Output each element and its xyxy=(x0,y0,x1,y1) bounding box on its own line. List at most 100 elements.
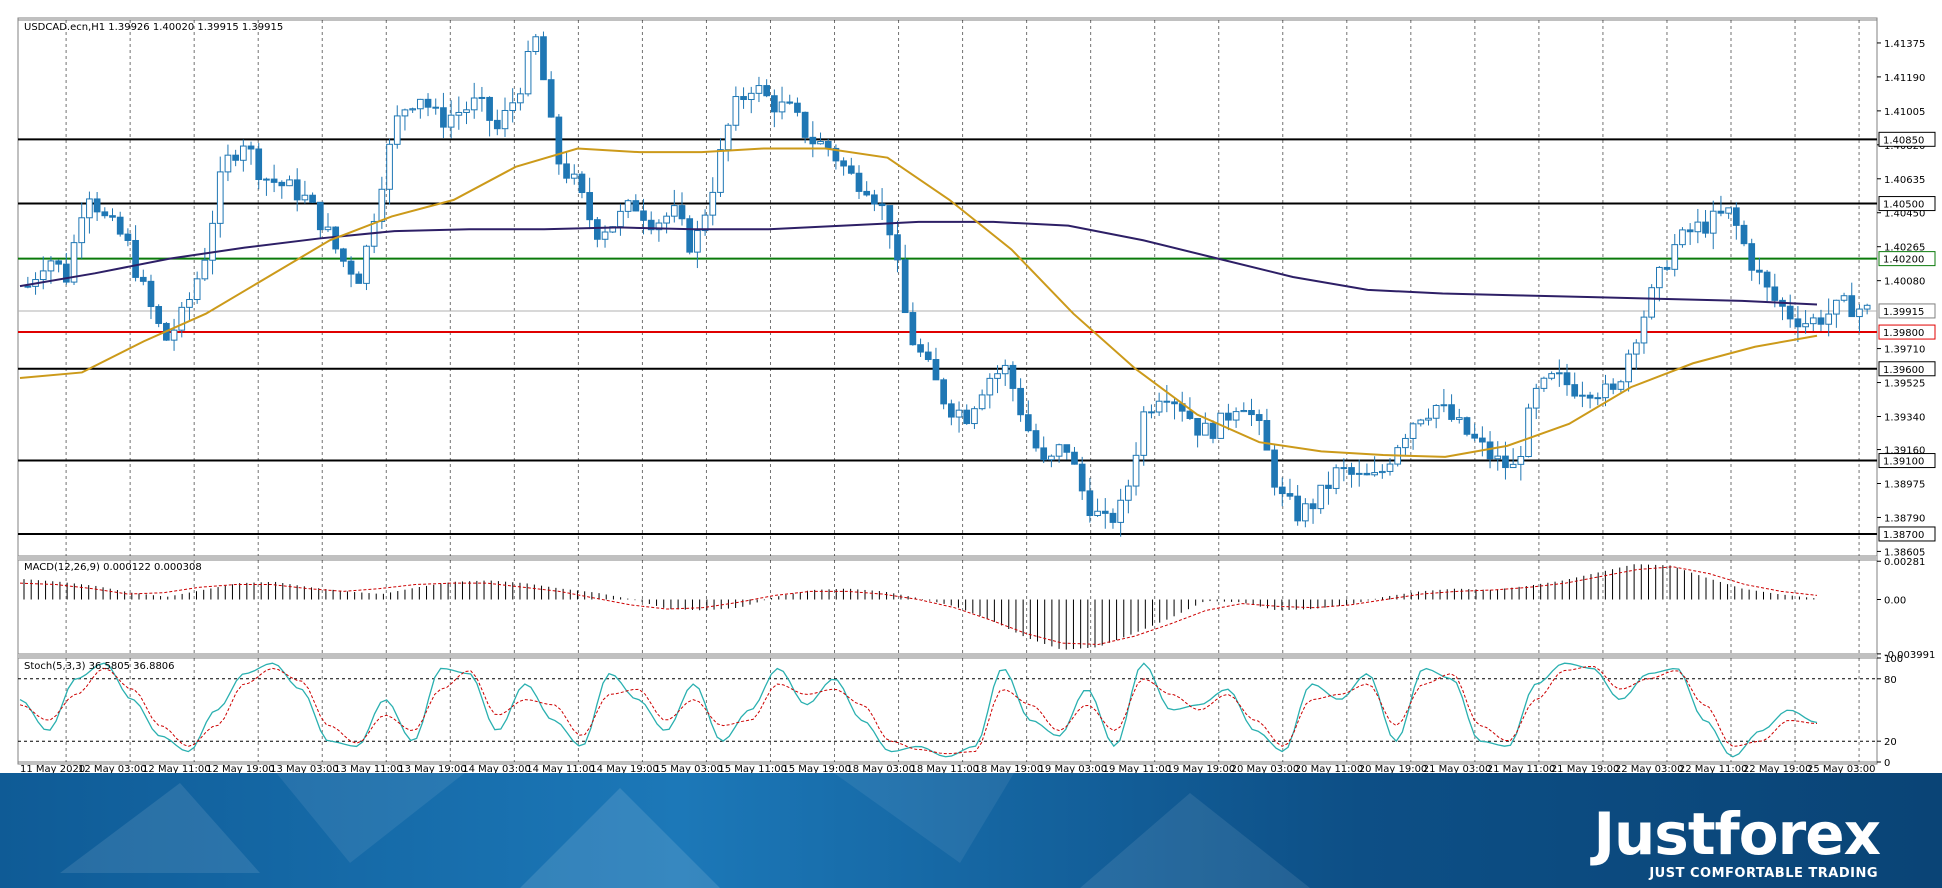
candle-body xyxy=(170,329,178,341)
y-tick-label: 1.39710 xyxy=(1884,345,1925,356)
candle-body xyxy=(1094,510,1101,517)
candle-body xyxy=(901,259,909,314)
candle-body xyxy=(1586,394,1594,399)
candle-body xyxy=(1317,484,1325,510)
chart-frame xyxy=(17,17,1878,765)
candle-body xyxy=(116,216,124,235)
stoch-title: Stoch(5,3,3) 36.5805 36.8806 xyxy=(24,661,175,672)
candle-body xyxy=(663,215,670,224)
candle-body xyxy=(1502,455,1509,469)
candle-body xyxy=(1248,409,1255,416)
y-tick-label: 0.00281 xyxy=(1884,557,1925,568)
candle-body xyxy=(447,114,455,128)
candle-body xyxy=(1509,463,1517,469)
candle-body xyxy=(847,165,855,174)
candle-body xyxy=(93,198,101,213)
candle-body xyxy=(1709,210,1717,234)
candle-body xyxy=(1024,414,1032,432)
candle-body xyxy=(1640,316,1648,344)
candle-body xyxy=(186,299,193,308)
candle-body xyxy=(1155,400,1163,413)
candle-body xyxy=(1571,384,1579,397)
candle-body xyxy=(1171,401,1178,405)
x-tick-label: 20 May 03:00 xyxy=(1231,764,1300,773)
candle-body xyxy=(747,92,755,101)
candle-body xyxy=(1517,456,1525,465)
candle-body xyxy=(424,98,432,108)
y-tick-label: 1.39340 xyxy=(1884,412,1925,423)
macd-signal-line xyxy=(19,566,1818,645)
y-tick-label: 80 xyxy=(1884,675,1897,686)
candle-body xyxy=(463,109,470,113)
candle-body xyxy=(955,409,963,418)
candle-body xyxy=(1325,484,1332,489)
moving-average-fast xyxy=(19,147,1818,458)
x-tick-label: 12 May 11:00 xyxy=(142,764,211,773)
y-tick-label: 1.40265 xyxy=(1884,243,1925,254)
candle-body xyxy=(470,97,478,111)
candle-body xyxy=(386,143,393,190)
candle-body xyxy=(1009,364,1017,389)
candle-body xyxy=(316,201,324,231)
candle-body xyxy=(70,242,78,283)
candle-body xyxy=(963,409,971,425)
panel-separator-1 xyxy=(18,556,1877,560)
candle-body xyxy=(1455,417,1463,420)
candle-body xyxy=(1225,412,1232,421)
candle-body xyxy=(1355,472,1363,475)
candle-body xyxy=(1817,317,1825,325)
candle-body xyxy=(986,377,994,396)
candle-body xyxy=(201,259,209,280)
candle-body xyxy=(994,373,1001,379)
y-tick-label: -0.003991 xyxy=(1884,650,1935,661)
candle-body xyxy=(1048,455,1055,461)
candle-body xyxy=(794,102,801,113)
candle-body xyxy=(1348,467,1355,475)
candle-body xyxy=(1363,472,1371,476)
candle-body xyxy=(1802,323,1809,328)
candle-body xyxy=(1856,308,1863,318)
candle-body xyxy=(617,210,624,228)
candle-body xyxy=(1555,372,1563,375)
candle-body xyxy=(109,215,116,218)
candle-body xyxy=(1656,266,1663,289)
stoch-signal-line xyxy=(19,665,1818,755)
x-tick-label: 15 May 19:00 xyxy=(782,764,851,773)
candle-body xyxy=(178,306,186,331)
candle-body xyxy=(478,96,486,99)
candle-body xyxy=(971,408,978,425)
candle-body xyxy=(924,351,932,360)
macd-title: MACD(12,26,9) 0.000122 0.000308 xyxy=(24,562,202,573)
level-label: 1.40500 xyxy=(1883,200,1924,211)
candle-body xyxy=(1794,318,1802,328)
candle-body xyxy=(1055,444,1063,457)
candle-body xyxy=(1001,364,1009,375)
candle-body xyxy=(909,312,917,346)
candle-body xyxy=(678,205,686,220)
level-label-box xyxy=(1878,361,1936,377)
candle-body xyxy=(1371,472,1378,476)
candle-body xyxy=(755,85,763,94)
candle-body xyxy=(601,231,609,240)
candle-body xyxy=(732,96,740,126)
x-tick-label: 14 May 19:00 xyxy=(590,764,659,773)
candle-body xyxy=(540,36,547,81)
candle-body xyxy=(1040,447,1048,461)
candle-body xyxy=(778,101,786,113)
candle-body xyxy=(340,248,347,262)
candle-body xyxy=(886,205,894,236)
candle-body xyxy=(1471,433,1479,439)
candle-body xyxy=(1209,422,1217,439)
candle-body xyxy=(239,145,247,161)
y-tick-label: 1.40450 xyxy=(1884,209,1925,220)
candle-body xyxy=(1786,305,1794,320)
candle-body xyxy=(24,285,32,288)
candle-body xyxy=(1078,463,1086,492)
candle-body xyxy=(1063,444,1071,453)
candle-body xyxy=(809,136,817,145)
candle-body xyxy=(1117,499,1125,523)
level-label: 1.40200 xyxy=(1883,255,1924,266)
candle-body xyxy=(293,179,301,201)
candle-body xyxy=(1809,317,1817,325)
